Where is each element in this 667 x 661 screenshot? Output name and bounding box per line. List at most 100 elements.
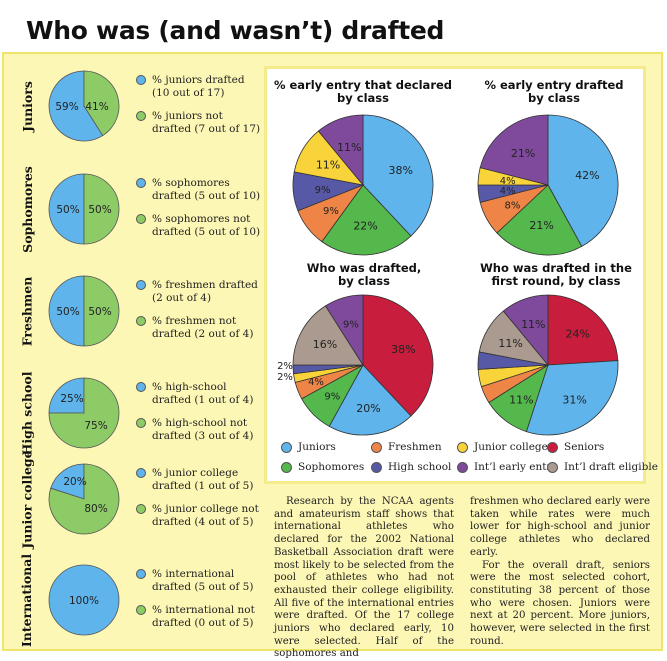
- row-pie-chart: 59% 41%: [48, 70, 120, 142]
- legend-swatch: [136, 178, 146, 188]
- legend-item: Int’l draft eligible: [547, 461, 658, 473]
- pie-value-label: 25%: [60, 393, 83, 405]
- row-label: Freshmen: [14, 261, 40, 361]
- row-label-text: Juniors: [19, 80, 35, 132]
- legend-text: % freshmen drafted (2 out of 4): [152, 279, 258, 304]
- legend-text: % sophomores drafted (5 out of 10): [152, 177, 261, 202]
- drafted-value-label: 4%: [500, 186, 516, 197]
- legend-swatch: [371, 462, 382, 473]
- declared-slice-juniors: [362, 114, 434, 237]
- legend-text: % high-school not drafted (3 out of 4): [152, 417, 254, 442]
- firstround-slice-juniors: [525, 360, 619, 436]
- legend-swatch: [136, 418, 146, 428]
- legend-item: Junior college: [457, 441, 548, 453]
- row-label: International: [14, 550, 40, 650]
- legend-swatch: [457, 442, 468, 453]
- legend-swatch: [457, 462, 468, 473]
- article-col2-p1: freshmen who declared early were taken w…: [470, 496, 650, 558]
- row-pie-chart: 20% 80%: [48, 463, 120, 535]
- declared-slice-sophomores: [321, 184, 412, 256]
- firstround-value-label: 24%: [565, 327, 589, 340]
- drafted-pie-title: % early entry drafted by class: [484, 78, 624, 105]
- row-junior-college: Junior college 20% 80% % junior college dra…: [18, 449, 261, 549]
- drafted-value-label: 42%: [575, 169, 599, 182]
- drafted-value-label: 21%: [529, 219, 553, 232]
- row-label-text: Freshmen: [19, 276, 35, 346]
- legend-swatch: [136, 605, 146, 615]
- firstround-slice-seniors: [547, 294, 619, 366]
- pie-value-label: 50%: [56, 306, 79, 318]
- pie-slice-not-drafted: [48, 463, 120, 535]
- firstround-value-label: 31%: [562, 393, 586, 406]
- firstround-pie-group: 24%31%11%4%4%4%11%11%: [477, 294, 619, 436]
- legend-not-drafted: % high-school not drafted (3 out of 4): [136, 417, 261, 442]
- legend-item: Seniors: [547, 441, 604, 453]
- article-text: Research by the NCAA agents and amateuri…: [274, 496, 652, 659]
- legend-drafted: % international drafted (5 out of 5): [136, 568, 261, 593]
- row-high-school: High school 25% 75% % high-school drafted (…: [18, 363, 258, 463]
- legend-label: Seniors: [564, 441, 605, 453]
- pie-value-label: 80%: [84, 503, 107, 515]
- row-label-text: High school: [19, 371, 35, 455]
- legend-text: % juniors drafted (10 out of 17): [152, 74, 245, 99]
- legend-drafted: % junior college drafted (1 out of 5): [136, 467, 261, 492]
- legend-not-drafted: % juniors not drafted (7 out of 17): [136, 110, 261, 135]
- row-pie-chart: 25% 75%: [48, 377, 120, 449]
- legend-swatch: [136, 280, 146, 290]
- pie-slice-not-drafted: [83, 70, 120, 137]
- drafted-pie-group: 42% 21% 8% 4%4% 21%: [477, 114, 619, 256]
- legend-item: Juniors: [281, 441, 336, 453]
- row-label: Sophomores: [14, 159, 40, 259]
- whodrafted-value-label: 4%: [308, 377, 324, 388]
- legend-item: Sophomores: [281, 461, 364, 473]
- drafted-value-label: 8%: [504, 201, 520, 212]
- declared-slice-int-l-early-entry: [317, 114, 364, 187]
- pie-value-label: 59%: [55, 101, 78, 113]
- whodrafted-value-label: 2%: [277, 361, 293, 372]
- whodrafted-value-label: 2%: [277, 372, 293, 383]
- pie-value-label: 50%: [88, 204, 111, 216]
- row-freshmen: Freshmen 50% 50% % freshmen drafted (2 out …: [18, 261, 258, 361]
- legend-swatch: [136, 382, 146, 392]
- pie-slice-not-drafted: [83, 173, 120, 245]
- legend-label: Sophomores: [298, 461, 365, 473]
- firstround-pie-title: Who was drafted in the first round, by c…: [480, 261, 632, 288]
- whodrafted-pie-group: 38%20%9%4%2%2%16%9%: [277, 294, 434, 436]
- row-label: Juniors: [14, 56, 40, 156]
- pie-slice-drafted: [48, 377, 85, 414]
- legend-text: % high-school drafted (1 out of 4): [152, 381, 254, 406]
- pie-value-label: 41%: [85, 101, 108, 113]
- pie-value-label: 75%: [84, 420, 107, 432]
- legend-swatch: [547, 442, 558, 453]
- legend-text: % junior college drafted (1 out of 5): [152, 467, 254, 492]
- legend-drafted: % juniors drafted (10 out of 17): [136, 74, 261, 99]
- firstround-slice-int-l-early-entry: [502, 294, 549, 367]
- legend-text: % international not drafted (0 out of 5): [152, 604, 255, 629]
- whodrafted-slice-int-l-draft-eligible: [292, 305, 364, 366]
- legend-item: Int’l early entry: [457, 461, 557, 473]
- legend-drafted: % sophomores drafted (5 out of 10): [136, 177, 261, 202]
- legend-swatch: [547, 462, 558, 473]
- legend-text: % junior college not drafted (4 out of 5…: [152, 503, 259, 528]
- whodrafted-value-label: 38%: [391, 343, 415, 356]
- whodrafted-value-label: 20%: [356, 402, 380, 415]
- firstround-value-label: 11%: [498, 337, 522, 350]
- row-pie-chart: 50% 50%: [48, 275, 120, 347]
- legend-drafted: % high-school drafted (1 out of 4): [136, 381, 261, 406]
- legend-item: Freshmen: [371, 441, 442, 453]
- pie-chart-panel: % early entry that declared by class % e…: [264, 66, 658, 484]
- legend-label: High school: [388, 461, 452, 473]
- row-international: International 100% % international drafted…: [18, 550, 258, 650]
- legend-swatch: [136, 504, 146, 514]
- legend-swatch: [281, 462, 292, 473]
- legend-item: High school: [371, 461, 451, 473]
- legend-label: Junior college: [474, 441, 548, 453]
- article-col2-p2: For the overall draft, seniors were the …: [470, 559, 650, 647]
- pie-slice-drafted: [48, 70, 104, 142]
- row-label-text: International: [19, 553, 35, 647]
- legend-swatch: [136, 214, 146, 224]
- declared-value-label: 11%: [337, 141, 361, 154]
- legend-not-drafted: % sophomores not drafted (5 out of 10): [136, 213, 261, 238]
- whodrafted-value-label: 9%: [343, 319, 359, 330]
- declared-value-label: 11%: [316, 158, 340, 171]
